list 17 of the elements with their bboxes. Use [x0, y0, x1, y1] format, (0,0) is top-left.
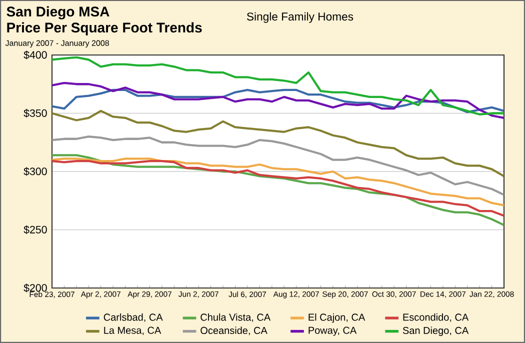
chart-title: San Diego MSA — [6, 6, 110, 20]
legend-label: San Diego, CA — [402, 326, 469, 336]
y-tick-label: $200 — [24, 284, 47, 292]
legend-label: La Mesa, CA — [104, 326, 162, 336]
text: Single Family Homes — [246, 12, 354, 23]
legend-label: Poway, CA — [308, 326, 357, 336]
text: January 2007 - January 2008 — [5, 40, 109, 48]
legend-label: El Cajon, CA — [308, 313, 366, 323]
y-tick-label: $350 — [24, 108, 47, 118]
y-tick-label: $300 — [24, 167, 47, 176]
legend-label: Oceanside, CA — [200, 326, 268, 336]
legend-label: Carlsbad, CA — [104, 313, 163, 322]
legend-label: Chula Vista, CA — [200, 313, 271, 322]
chart-subtitle: Price Per Square Foot Trends — [7, 22, 202, 36]
y-tick-label: $400 — [24, 50, 47, 60]
legend-label: Escondido, CA — [403, 313, 469, 322]
y-tick-label: $250 — [24, 225, 47, 234]
